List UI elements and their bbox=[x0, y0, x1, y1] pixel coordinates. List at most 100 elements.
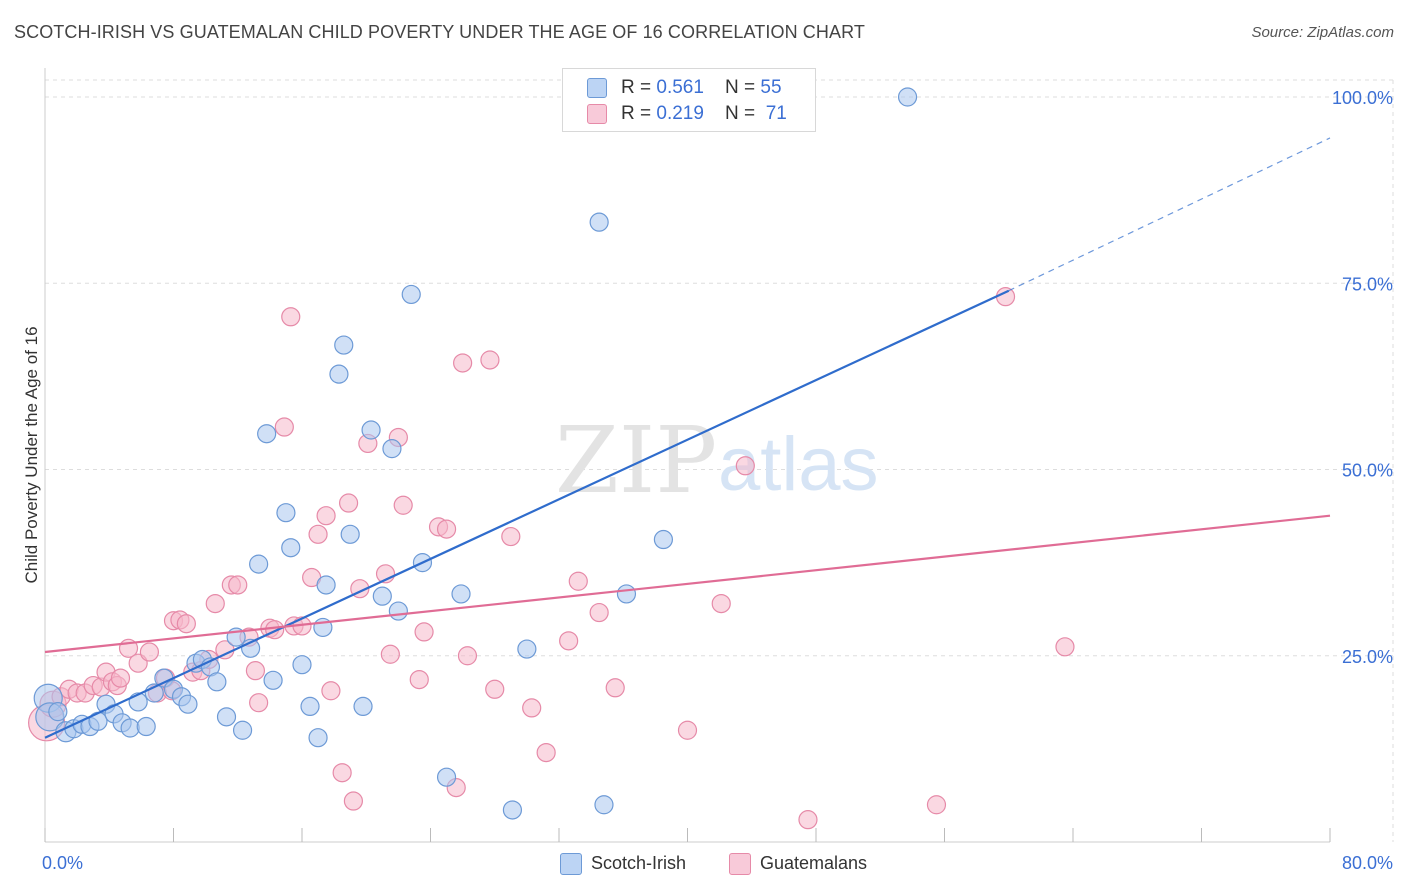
watermark-zip: ZIP bbox=[555, 407, 717, 514]
legend-n-value: 71 bbox=[765, 103, 787, 124]
guatemalans-point bbox=[926, 795, 947, 815]
correlation-legend: R = 0.561 N = 55 R = 0.219 N = 71 bbox=[562, 68, 816, 132]
guatemalans-point bbox=[228, 575, 248, 595]
scotch-irish-point bbox=[382, 439, 402, 459]
guatemalans-point bbox=[453, 353, 473, 373]
legend-r-label: R = bbox=[621, 77, 657, 98]
guatemalans-point bbox=[205, 593, 225, 614]
guatemalans-point bbox=[245, 661, 266, 681]
guatemalans-point bbox=[380, 644, 400, 664]
guatemalans-point bbox=[605, 678, 625, 698]
guatemalans-point bbox=[249, 693, 269, 713]
guatemalans-point bbox=[995, 287, 1016, 307]
scotch-irish-point bbox=[436, 767, 457, 787]
scotch-irish-point bbox=[329, 364, 349, 384]
guatemalans-point bbox=[409, 669, 429, 690]
trend-lines bbox=[44, 137, 1331, 739]
scotch-irish-point bbox=[120, 718, 140, 738]
guatemalans-point bbox=[308, 524, 328, 544]
x-tick-label-max: 80.0% bbox=[1342, 853, 1393, 873]
scotch-irish-point bbox=[334, 335, 354, 355]
scotch-irish-point bbox=[48, 702, 68, 722]
scotch-irish-point bbox=[292, 655, 312, 675]
guatemalans-point bbox=[568, 571, 588, 591]
scotch-irish-point bbox=[257, 424, 277, 444]
scotch-irish-point bbox=[232, 720, 253, 740]
scotch-irish-point bbox=[308, 728, 328, 748]
guatemalans-point bbox=[414, 622, 434, 642]
guatemalans-point bbox=[343, 791, 363, 811]
scotch-irish-point bbox=[517, 639, 537, 659]
guatemalans-point bbox=[332, 763, 352, 783]
legend-n-label: N = bbox=[725, 103, 761, 124]
scotch-irish-point bbox=[653, 529, 674, 550]
legend-swatch-pink bbox=[587, 104, 607, 124]
scotch-irish-point bbox=[372, 586, 392, 606]
scotch-irish-point bbox=[361, 420, 381, 440]
guatemalans-point bbox=[316, 506, 336, 526]
guatemalans-point bbox=[501, 526, 521, 547]
legend-n-label: N = bbox=[725, 77, 761, 98]
guatemalans-point bbox=[176, 614, 196, 634]
guatemalans-point bbox=[281, 307, 301, 327]
scotch-irish-point bbox=[216, 707, 237, 727]
scotch-irish-point bbox=[401, 284, 421, 305]
guatemalans-point bbox=[559, 631, 579, 651]
guatemalans-point bbox=[677, 720, 698, 740]
guatemalans-point bbox=[321, 681, 341, 701]
scotch-irish-point bbox=[281, 538, 301, 558]
scotch-irish-point bbox=[897, 87, 918, 107]
guatemalans-point bbox=[735, 456, 755, 476]
legend-r-value: 0.219 bbox=[656, 103, 704, 124]
scotch-irish-point bbox=[388, 601, 408, 621]
guatemalans-point bbox=[338, 493, 359, 513]
scotch-irish-point bbox=[263, 670, 283, 690]
chart-title: SCOTCH-IRISH VS GUATEMALAN CHILD POVERTY… bbox=[14, 22, 865, 42]
guatemalans-point bbox=[798, 810, 818, 830]
scotch-irish-point bbox=[353, 696, 373, 717]
y-tick-label: 25.0% bbox=[1342, 647, 1393, 667]
legend-n-value: 55 bbox=[760, 77, 782, 98]
guatemalans-point bbox=[436, 519, 457, 539]
scotch-irish-point bbox=[616, 584, 637, 604]
scotch-irish-point bbox=[316, 575, 336, 595]
y-tick-label: 50.0% bbox=[1342, 461, 1393, 481]
guatemalans-point bbox=[265, 620, 285, 640]
guatemalans-point bbox=[522, 698, 542, 718]
guatemalans-point bbox=[393, 495, 413, 515]
scotch-irish-point bbox=[300, 696, 320, 717]
guatemalans-point bbox=[1055, 637, 1075, 657]
scotch-irish-point bbox=[276, 503, 296, 523]
scotch-irish-point bbox=[340, 524, 360, 544]
scotch-irish-point bbox=[451, 584, 471, 604]
scotch-irish-point bbox=[594, 795, 614, 815]
guatemalans-point bbox=[536, 742, 556, 763]
watermark: ZIP atlas bbox=[555, 407, 879, 514]
guatemalans-point bbox=[274, 417, 294, 437]
guatemalans-point bbox=[139, 642, 160, 662]
scotch-irish-point bbox=[136, 716, 156, 737]
legend-r-value: 0.561 bbox=[656, 77, 704, 98]
guatemalans-point bbox=[457, 646, 478, 666]
y-tick-label: 75.0% bbox=[1342, 274, 1393, 294]
scotch-irish-trend-line bbox=[44, 289, 1010, 739]
scotch-irish-point bbox=[249, 554, 269, 574]
legend-swatch-blue bbox=[587, 78, 607, 98]
tick-labels: 25.0% 50.0% 75.0% 100.0% 0.0% 80.0% bbox=[42, 88, 1393, 873]
guatemalans-point bbox=[589, 602, 609, 623]
guatemalans-point bbox=[711, 593, 731, 614]
guatemalans-trend-line bbox=[44, 514, 1331, 654]
legend-label: Scotch-Irish bbox=[591, 853, 687, 873]
guatemalans-point bbox=[485, 679, 505, 699]
legend-r-label: R = bbox=[621, 103, 657, 124]
source-label: Source: ZipAtlas.com bbox=[1251, 24, 1394, 41]
scotch-irish-point bbox=[589, 212, 609, 232]
guatemalans-points bbox=[28, 287, 1075, 830]
y-tick-label: 100.0% bbox=[1332, 88, 1393, 108]
x-tick-label-min: 0.0% bbox=[42, 853, 83, 873]
scotch-irish-point bbox=[502, 800, 523, 820]
scotch-irish-point bbox=[207, 672, 227, 692]
guatemalans-point bbox=[480, 350, 500, 370]
guatemalans-point bbox=[110, 668, 131, 688]
